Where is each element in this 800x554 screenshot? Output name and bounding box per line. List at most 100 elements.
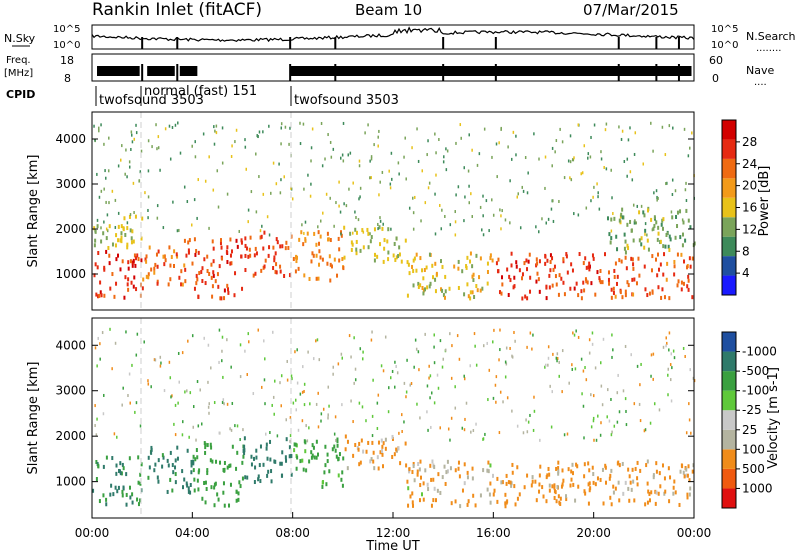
velocity-cell xyxy=(607,388,609,392)
power-cell xyxy=(587,265,590,270)
velocity-cell xyxy=(174,480,177,485)
power-cell xyxy=(560,276,563,281)
velocity-cell xyxy=(222,398,225,402)
power-cell xyxy=(472,272,475,277)
velocity-cell xyxy=(218,328,221,332)
power-cell xyxy=(327,133,329,137)
velocity-colorbar-swatch xyxy=(722,429,736,450)
velocity-cell xyxy=(456,334,459,338)
power-cell xyxy=(411,264,414,269)
power-cell xyxy=(618,125,620,129)
velocity-cell xyxy=(458,474,461,479)
velocity-cell xyxy=(673,356,676,360)
power-cell xyxy=(425,265,428,270)
velocity-cell xyxy=(628,498,631,503)
power-ylabel: Slant Range [km] xyxy=(26,155,41,268)
time-axis: 00:00 04:00 08:00 12:00 16:00 20:00 00:00 xyxy=(75,512,711,540)
power-cell xyxy=(275,182,278,186)
cpid-label: CPID xyxy=(6,88,35,101)
velocity-cell xyxy=(103,393,105,397)
power-cell xyxy=(686,265,689,270)
velocity-cell xyxy=(187,489,190,494)
power-cell xyxy=(287,245,290,250)
power-cell xyxy=(123,295,126,300)
velocity-cell xyxy=(114,485,117,490)
velocity-cell xyxy=(315,402,318,406)
power-cell xyxy=(259,235,262,240)
power-cell xyxy=(349,151,352,155)
velocity-cell xyxy=(406,358,408,362)
power-cell xyxy=(657,231,660,236)
velocity-cell xyxy=(454,406,457,410)
velocity-cell xyxy=(335,454,338,459)
velocity-cell xyxy=(148,465,151,470)
nsky-line xyxy=(91,26,695,43)
velocity-cell xyxy=(655,490,658,495)
power-cell xyxy=(197,250,200,255)
power-cell xyxy=(295,259,298,264)
velocity-cell xyxy=(410,381,413,385)
power-cell xyxy=(454,220,457,224)
velocity-cell xyxy=(487,469,490,474)
velocity-cell xyxy=(514,339,516,343)
power-cell xyxy=(322,211,324,215)
velocity-cell xyxy=(636,364,639,368)
velocity-cell xyxy=(370,457,373,462)
power-cell xyxy=(489,253,492,258)
velocity-cell xyxy=(281,450,284,455)
velocity-colorbar-tick-label: -100 xyxy=(742,384,769,398)
power-cell xyxy=(373,143,375,147)
velocity-cell xyxy=(499,348,501,352)
velocity-cell xyxy=(470,430,472,434)
power-cell xyxy=(652,149,654,153)
power-cell xyxy=(178,228,180,232)
velocity-cell xyxy=(596,476,599,481)
velocity-cell xyxy=(584,366,586,370)
power-cell xyxy=(629,170,632,174)
power-cell xyxy=(216,272,219,277)
velocity-cell xyxy=(499,390,502,394)
power-cell xyxy=(358,159,361,163)
power-cell xyxy=(469,290,472,295)
power-cell xyxy=(124,275,127,280)
velocity-cell xyxy=(416,472,419,477)
power-cell xyxy=(255,210,258,214)
velocity-cell xyxy=(658,408,661,412)
velocity-cell xyxy=(391,436,394,441)
power-cell xyxy=(634,131,637,135)
power-cell xyxy=(298,237,301,242)
power-cell xyxy=(687,154,690,158)
velocity-cell xyxy=(608,476,611,481)
velocity-cell xyxy=(162,455,165,460)
power-cell xyxy=(315,276,318,281)
power-cell xyxy=(212,246,215,251)
power-cell xyxy=(379,219,382,223)
velocity-cell xyxy=(591,331,594,335)
velocity-cell xyxy=(243,436,246,441)
power-cell xyxy=(470,192,472,196)
power-cell xyxy=(397,161,400,165)
velocity-cell xyxy=(92,488,95,493)
velocity-cell xyxy=(690,431,692,435)
velocity-cell xyxy=(581,392,583,396)
power-cell xyxy=(274,269,277,274)
power-cell xyxy=(206,254,209,259)
velocity-cell xyxy=(577,484,580,489)
power-cell xyxy=(204,179,207,183)
power-cell xyxy=(598,278,601,283)
power-cell xyxy=(512,130,515,134)
power-cell xyxy=(666,231,669,235)
power-cell xyxy=(567,159,570,163)
power-cell xyxy=(500,227,502,231)
power-cell xyxy=(533,132,535,136)
velocity-cell xyxy=(134,410,136,414)
velocity-cell xyxy=(259,444,262,449)
power-cell xyxy=(406,260,409,265)
power-y-tick-label: 1000 xyxy=(55,267,86,281)
velocity-cell xyxy=(441,365,444,369)
power-cell xyxy=(479,205,482,209)
power-cell xyxy=(184,267,187,272)
velocity-cell xyxy=(427,428,429,432)
power-cell xyxy=(572,158,575,162)
